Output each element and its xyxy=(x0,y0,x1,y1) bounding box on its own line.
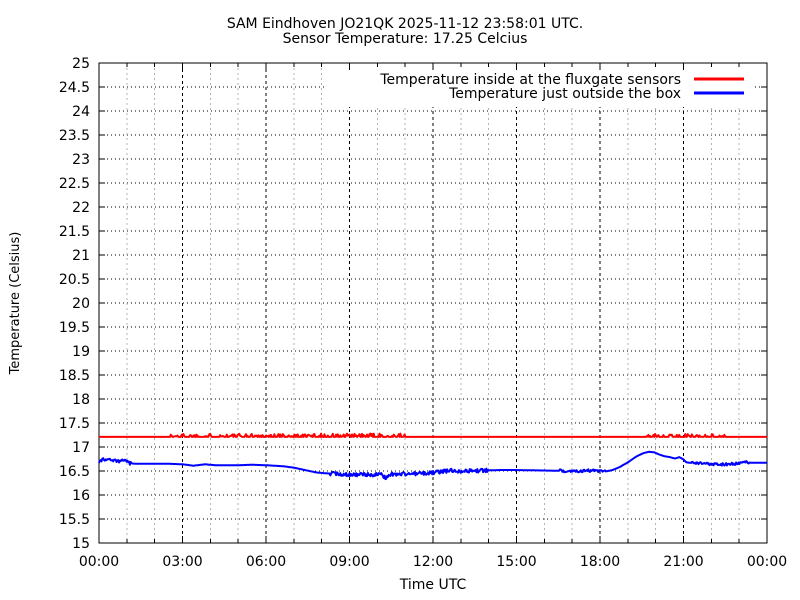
grid-layer xyxy=(99,63,767,543)
legend-mask xyxy=(325,66,755,107)
y-tick-label: 19 xyxy=(72,344,90,360)
y-tick-label: 25 xyxy=(72,56,90,72)
legend: Temperature inside at the fluxgate senso… xyxy=(379,72,744,102)
y-tick-label: 24 xyxy=(72,104,90,120)
x-tick-label: 09:00 xyxy=(329,554,369,570)
x-tick-label: 12:00 xyxy=(413,554,453,570)
series-layer xyxy=(98,432,768,481)
x-tick-label: 00:00 xyxy=(79,554,119,570)
y-tick-label: 19.5 xyxy=(59,320,90,336)
y-tick-label: 23.5 xyxy=(59,128,90,144)
y-tick-label: 17 xyxy=(72,440,90,456)
y-tick-label: 16 xyxy=(72,488,90,504)
legend-label-inside: Temperature inside at the fluxgate senso… xyxy=(379,72,681,88)
y-tick-label: 18.5 xyxy=(59,368,90,384)
y-tick-label: 16.5 xyxy=(59,464,90,480)
x-tick-label: 21:00 xyxy=(663,554,703,570)
x-tick-label: 18:00 xyxy=(580,554,620,570)
y-tick-label: 20 xyxy=(72,296,90,312)
y-tick-label: 24.5 xyxy=(59,80,90,96)
ticks-layer xyxy=(98,62,768,544)
y-tick-label: 17.5 xyxy=(59,416,90,432)
y-axis-label: Temperature (Celsius) xyxy=(8,232,23,376)
x-tick-label: 00:00 xyxy=(747,554,787,570)
y-tick-label: 21 xyxy=(72,248,90,264)
x-tick-label: 03:00 xyxy=(162,554,202,570)
x-axis-label: Time UTC xyxy=(399,577,467,593)
chart-subtitle: Sensor Temperature: 17.25 Celcius xyxy=(283,31,528,47)
y-tick-label: 23 xyxy=(72,152,90,168)
x-tick-label: 15:00 xyxy=(496,554,536,570)
y-tick-label: 15.5 xyxy=(59,512,90,528)
y-tick-label: 21.5 xyxy=(59,224,90,240)
series-line xyxy=(98,432,768,438)
legend-item-inside: Temperature inside at the fluxgate senso… xyxy=(379,72,744,88)
legend-item-outside: Temperature just outside the box xyxy=(448,86,744,102)
y-tick-label: 20.5 xyxy=(59,272,90,288)
y-tick-label: 18 xyxy=(72,392,90,408)
y-tick-label: 15 xyxy=(72,536,90,552)
x-tick-label: 06:00 xyxy=(246,554,286,570)
y-tick-label: 22.5 xyxy=(59,176,90,192)
tick-labels-layer: 00:00 03:00 06:00 09:00 12:00 15:00 18:00 21:00… xyxy=(59,56,787,570)
y-tick-label: 22 xyxy=(72,200,90,216)
legend-label-outside: Temperature just outside the box xyxy=(448,86,681,102)
series-line xyxy=(98,450,768,481)
chart-title: SAM Eindhoven JO21QK 2025-11-12 23:58:01… xyxy=(227,16,583,32)
